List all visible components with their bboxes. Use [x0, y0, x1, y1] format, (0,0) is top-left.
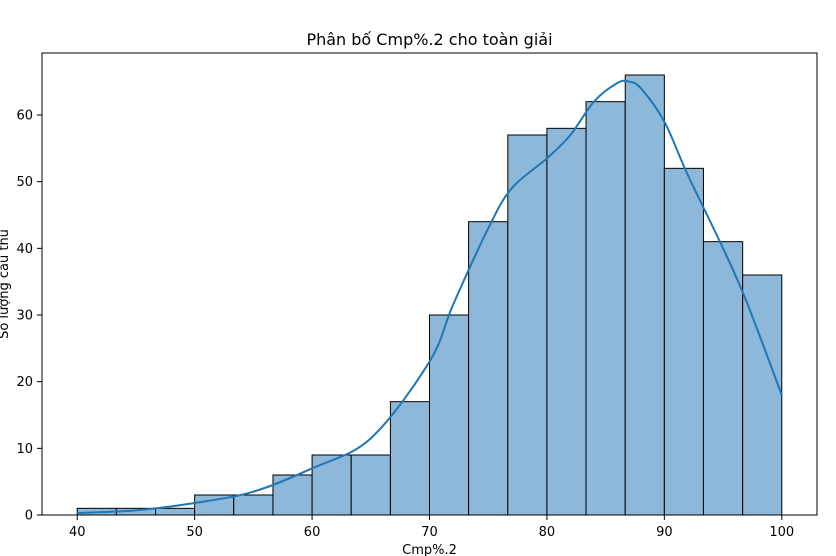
- y-tick-label: 20: [16, 375, 33, 390]
- histogram-bar: [350, 454, 391, 516]
- histogram-bar: [624, 74, 665, 516]
- x-tick-label: 50: [186, 525, 203, 540]
- kde-line: [77, 79, 783, 514]
- histogram-bar: [546, 127, 587, 516]
- y-tick-label: 60: [16, 109, 33, 124]
- histogram-bar: [742, 274, 783, 516]
- y-tick-label: 40: [16, 242, 33, 257]
- y-tick-label: 10: [16, 442, 33, 457]
- x-tick-label: 60: [304, 525, 321, 540]
- bars-group: [76, 74, 783, 516]
- histogram-bar: [389, 401, 431, 516]
- histogram-bar: [468, 221, 509, 516]
- histogram-bar: [155, 507, 196, 516]
- histogram-bar: [507, 134, 548, 516]
- y-tick-label: 30: [16, 309, 33, 324]
- histogram-bar: [233, 494, 274, 516]
- histogram-bar: [272, 474, 313, 516]
- y-tick-label: 50: [16, 175, 33, 190]
- x-tick-label: 80: [539, 525, 556, 540]
- histogram-bar: [585, 101, 626, 516]
- x-tick-label: 40: [69, 525, 86, 540]
- x-axis-ticks: 40 50 60 70 80 90 100: [69, 515, 794, 540]
- histogram-bar: [663, 167, 704, 516]
- y-axis-ticks: 0 10 20 30 40 50 60: [16, 109, 42, 524]
- x-tick-label: 100: [769, 525, 794, 540]
- y-axis-label: Số lượng cầu thủ: [0, 229, 12, 339]
- histogram-bar: [702, 241, 744, 516]
- x-tick-label: 70: [421, 525, 438, 540]
- histogram-bar: [429, 314, 470, 516]
- histogram-bar: [311, 454, 352, 516]
- chart-title: Phân bố Cmp%.2 cho toàn giải: [306, 30, 552, 49]
- y-tick-label: 0: [25, 509, 33, 524]
- x-axis-label: Cmp%.2: [402, 543, 457, 556]
- x-tick-label: 90: [656, 525, 673, 540]
